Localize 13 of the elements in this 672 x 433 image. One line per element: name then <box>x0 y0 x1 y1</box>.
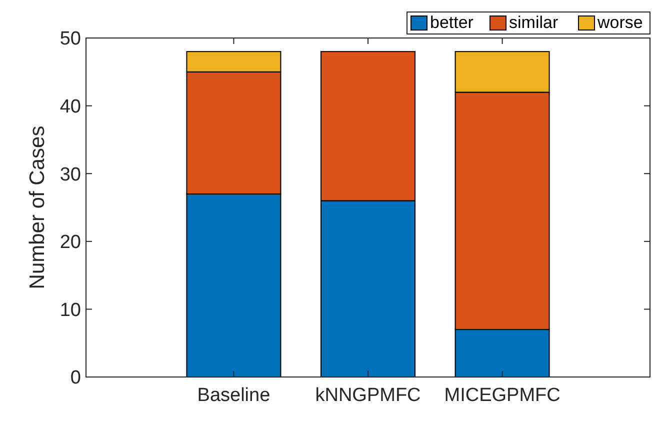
y-tick-label: 40 <box>60 96 81 118</box>
y-tick-label: 10 <box>60 300 81 321</box>
y-tick-label: 50 <box>60 28 81 50</box>
y-axis-title: Number of Cases <box>26 126 49 290</box>
legend-label: better <box>430 13 474 32</box>
y-tick-label: 20 <box>60 232 81 254</box>
x-tick-label: MICEGPMFC <box>444 385 560 406</box>
legend-label: similar <box>509 13 558 32</box>
y-tick-label: 0 <box>70 368 81 389</box>
x-tick-label: kNNGPMFC <box>315 385 421 406</box>
x-tick-label: Baseline <box>197 385 270 406</box>
legend-label: worse <box>596 13 643 32</box>
y-tick-label: 30 <box>60 164 81 186</box>
